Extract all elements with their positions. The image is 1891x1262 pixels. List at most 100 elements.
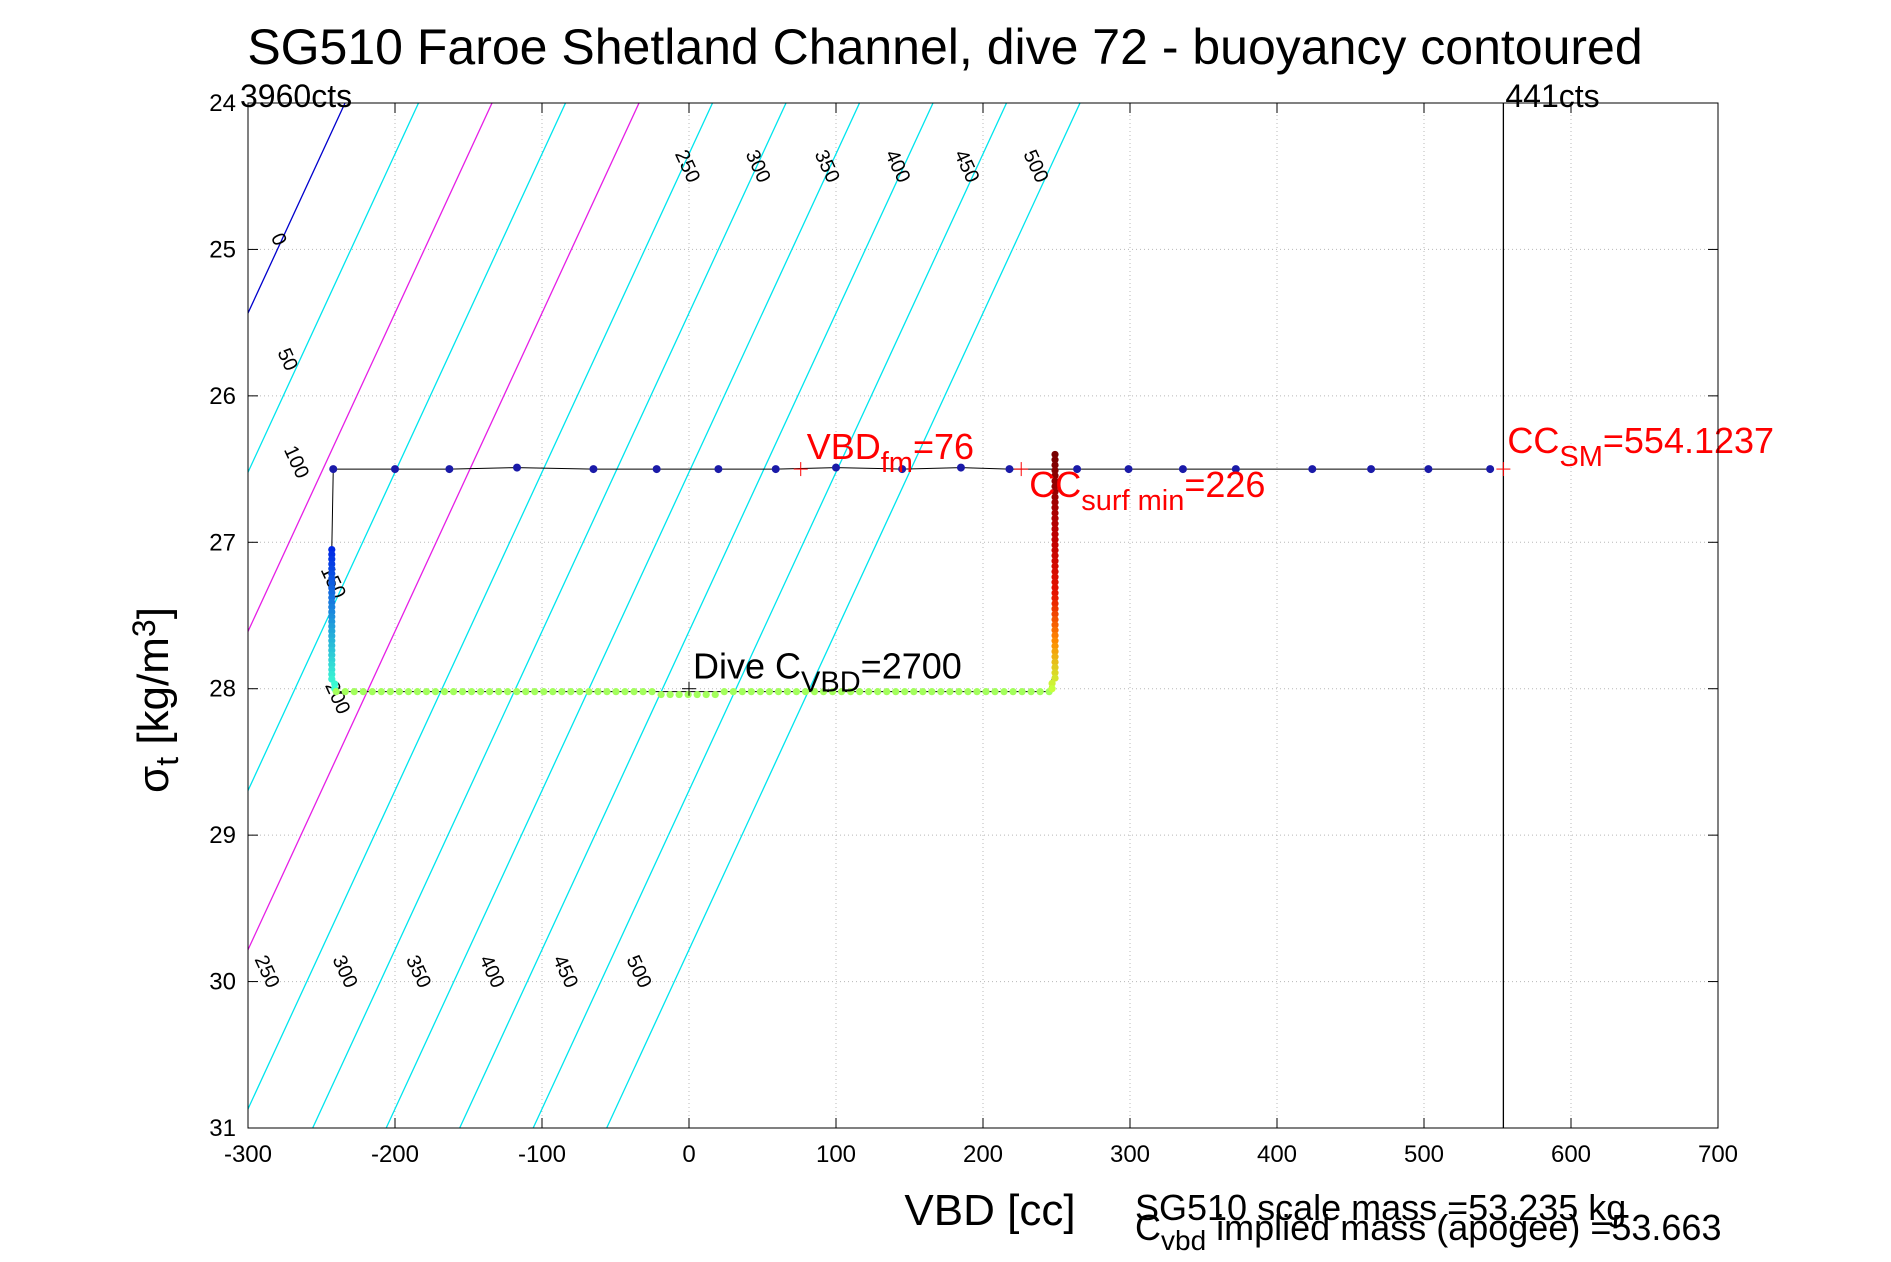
ascent-point (1051, 631, 1059, 640)
surface-point (1005, 465, 1014, 474)
bottom-point (810, 688, 819, 696)
bottom-point (495, 688, 503, 696)
chart-title: SG510 Faroe Shetland Channel, dive 72 - … (247, 19, 1642, 75)
surface-point (589, 465, 598, 474)
vbd-fm-annotation-value: =76 (913, 426, 974, 467)
implied-mass-main: C (1135, 1207, 1161, 1248)
ascent-point (1051, 541, 1059, 549)
y-axis-label-pre: [kg/m (129, 637, 178, 757)
bottom-point (585, 688, 593, 696)
ascent-point (1051, 493, 1059, 501)
surface-point (714, 465, 723, 474)
ascent-point (1051, 546, 1059, 554)
surface-point (1231, 465, 1240, 474)
ascent-point (1051, 615, 1059, 624)
bottom-point (946, 688, 954, 696)
bottom-point (666, 690, 674, 699)
cc-sm-annotation-sub: SM (1559, 441, 1603, 473)
ascent-point (1051, 599, 1059, 608)
y-tick-label: 26 (209, 383, 236, 410)
ascent-point (1051, 674, 1059, 682)
ascent-point (1051, 498, 1059, 506)
ascent-point (1051, 578, 1059, 586)
dive-c-vbd-annotation: Dive CVBD=2700 (693, 646, 962, 699)
ascent-point (1051, 557, 1059, 565)
bottom-point (431, 688, 440, 696)
bottom-point (693, 690, 701, 699)
dive-c-vbd-annotation-value: =2700 (861, 646, 962, 687)
bottom-point (856, 688, 864, 696)
implied-mass-sub: vbd (1161, 1225, 1206, 1256)
y-axis-label-sup: 3 (126, 619, 162, 637)
vbd-fm-annotation: VBDfm=76 (807, 426, 974, 479)
bottom-point (874, 688, 882, 696)
bottom-point (1018, 688, 1026, 696)
bottom-point (883, 688, 891, 696)
bottom-point (449, 688, 458, 696)
bottom-point (630, 688, 638, 696)
bottom-point (1000, 688, 1008, 696)
ascent-point (1051, 466, 1059, 475)
ascent-point (1051, 567, 1059, 576)
bottom-point (486, 688, 494, 696)
surface-point (1073, 465, 1082, 474)
bottom-point (955, 688, 963, 696)
bottom-point (937, 688, 945, 696)
cc-sm-annotation-main: CC (1507, 420, 1559, 461)
bottom-point (729, 688, 737, 696)
x-tick-label: 500 (1404, 1141, 1444, 1168)
bottom-point (738, 688, 746, 696)
bottom-point (783, 688, 792, 696)
ascent-point (1051, 610, 1059, 618)
x-tick-label: -100 (518, 1141, 566, 1168)
bottom-point (395, 688, 403, 696)
ascent-point (1051, 647, 1059, 656)
ascent-point (1051, 482, 1059, 490)
contour-line (312, 103, 787, 1128)
cc-sm-annotation: CCSM=554.1237 (1507, 420, 1774, 473)
x-tick-label: -300 (224, 1141, 272, 1168)
ascent-point (1051, 536, 1059, 544)
vertical-line-label: 441cts (1505, 78, 1599, 114)
bottom-point (702, 690, 710, 699)
bottom-point (341, 688, 349, 696)
surface-point (445, 465, 454, 474)
cc-surf-min-annotation-value: =226 (1184, 464, 1265, 505)
x-tick-label: 600 (1551, 1141, 1591, 1168)
bottom-point (558, 688, 566, 696)
bottom-point (928, 688, 936, 696)
bottom-point (413, 688, 422, 696)
surface-point (1178, 465, 1187, 474)
ascent-point (1048, 679, 1056, 687)
contour-line (248, 103, 420, 474)
bottom-point (657, 690, 665, 699)
y-tick-label: 28 (209, 676, 236, 703)
cc-sm-annotation-value: =554.1237 (1603, 420, 1774, 461)
ascent-point (1051, 562, 1059, 570)
ascent-point (1051, 663, 1059, 672)
bottom-point (359, 688, 367, 696)
bottom-point (828, 688, 837, 696)
ascent-point (1051, 509, 1059, 517)
plot-area: 0501001502002503003504004505002503003504… (240, 78, 1774, 1129)
bottom-point (576, 688, 584, 696)
cc-surf-min-annotation: CCsurf min=226 (1029, 464, 1265, 517)
ascent-point (1051, 658, 1059, 666)
ascent-point (1051, 621, 1059, 629)
bottom-point (991, 688, 999, 696)
bottom-point (350, 688, 358, 696)
ascent-point (1051, 530, 1059, 538)
bottom-point (612, 688, 620, 696)
y-axis-label-base: σ (129, 766, 178, 793)
bottom-point (531, 688, 539, 696)
surface-point (832, 463, 840, 472)
bottom-point (747, 688, 755, 696)
bottom-point (549, 688, 557, 696)
bottom-point (1027, 688, 1035, 696)
bottom-point (865, 688, 873, 696)
y-tick-label: 30 (209, 969, 236, 996)
cc-surf-min-annotation-main: CC (1029, 464, 1081, 505)
bottom-point (684, 690, 692, 699)
ascent-point (1051, 594, 1059, 602)
bottom-point (756, 688, 764, 696)
